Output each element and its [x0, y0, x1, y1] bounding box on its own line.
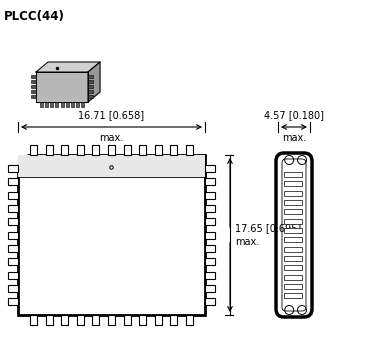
Bar — [81, 102, 84, 107]
Bar — [205, 218, 215, 225]
FancyBboxPatch shape — [276, 153, 312, 317]
Bar — [61, 145, 68, 155]
Bar — [284, 181, 302, 186]
Bar — [108, 315, 115, 325]
Text: 17.65 [0.695]: 17.65 [0.695] — [235, 223, 301, 233]
Bar — [205, 271, 215, 279]
Bar — [205, 165, 215, 172]
Bar — [30, 145, 37, 155]
Bar — [45, 102, 48, 107]
Text: 4.57 [0.180]: 4.57 [0.180] — [264, 110, 324, 120]
Bar — [66, 102, 69, 107]
Bar — [46, 315, 53, 325]
Polygon shape — [88, 62, 100, 102]
Bar — [31, 95, 36, 97]
Bar — [170, 145, 177, 155]
Bar — [88, 79, 93, 82]
Bar — [30, 315, 37, 325]
Bar — [186, 315, 193, 325]
Bar — [88, 84, 93, 88]
Bar — [284, 237, 302, 242]
Bar — [31, 79, 36, 82]
Bar — [40, 102, 43, 107]
Bar — [205, 232, 215, 239]
Bar — [88, 90, 93, 93]
Bar — [8, 218, 18, 225]
Bar — [31, 84, 36, 88]
Bar — [92, 315, 99, 325]
Text: max.: max. — [282, 133, 306, 143]
Bar — [139, 315, 146, 325]
Bar — [8, 205, 18, 212]
Bar — [50, 102, 53, 107]
Bar — [284, 191, 302, 195]
Text: max.: max. — [235, 237, 259, 247]
Bar — [205, 285, 215, 292]
Bar — [205, 178, 215, 185]
Bar — [284, 200, 302, 205]
Bar — [8, 258, 18, 265]
Bar — [124, 145, 131, 155]
Bar — [88, 95, 93, 97]
Polygon shape — [36, 72, 88, 102]
Bar — [55, 102, 58, 107]
Bar — [71, 102, 74, 107]
Bar — [205, 298, 215, 305]
Text: PLCC(44): PLCC(44) — [4, 10, 65, 23]
Bar — [205, 258, 215, 265]
Bar — [31, 90, 36, 93]
Bar — [18, 155, 205, 177]
Bar — [186, 145, 193, 155]
Bar — [284, 228, 302, 233]
Bar — [61, 315, 68, 325]
Polygon shape — [18, 155, 205, 315]
Text: max.: max. — [99, 133, 124, 143]
Bar — [155, 145, 162, 155]
Bar — [205, 192, 215, 198]
Bar — [124, 315, 131, 325]
Bar — [31, 74, 36, 77]
Bar — [77, 315, 84, 325]
Bar — [76, 102, 79, 107]
Bar — [8, 178, 18, 185]
Bar — [284, 265, 302, 270]
Bar — [46, 145, 53, 155]
Bar — [77, 145, 84, 155]
Bar — [284, 293, 302, 298]
Bar — [8, 165, 18, 172]
Bar — [284, 172, 302, 177]
Bar — [61, 102, 63, 107]
Bar — [8, 298, 18, 305]
Bar — [8, 232, 18, 239]
Bar — [170, 315, 177, 325]
Bar — [284, 209, 302, 214]
Text: 16.71 [0.658]: 16.71 [0.658] — [79, 110, 145, 120]
Bar — [8, 285, 18, 292]
Bar — [8, 245, 18, 252]
Bar — [88, 74, 93, 77]
Bar — [205, 205, 215, 212]
Bar — [108, 145, 115, 155]
Bar — [284, 284, 302, 289]
Bar — [139, 145, 146, 155]
Bar — [284, 274, 302, 280]
Bar — [284, 218, 302, 223]
Bar — [205, 245, 215, 252]
Polygon shape — [36, 62, 100, 72]
Bar — [92, 145, 99, 155]
Bar — [8, 271, 18, 279]
Bar — [284, 246, 302, 251]
Bar — [8, 192, 18, 198]
Bar — [284, 256, 302, 261]
Bar — [155, 315, 162, 325]
